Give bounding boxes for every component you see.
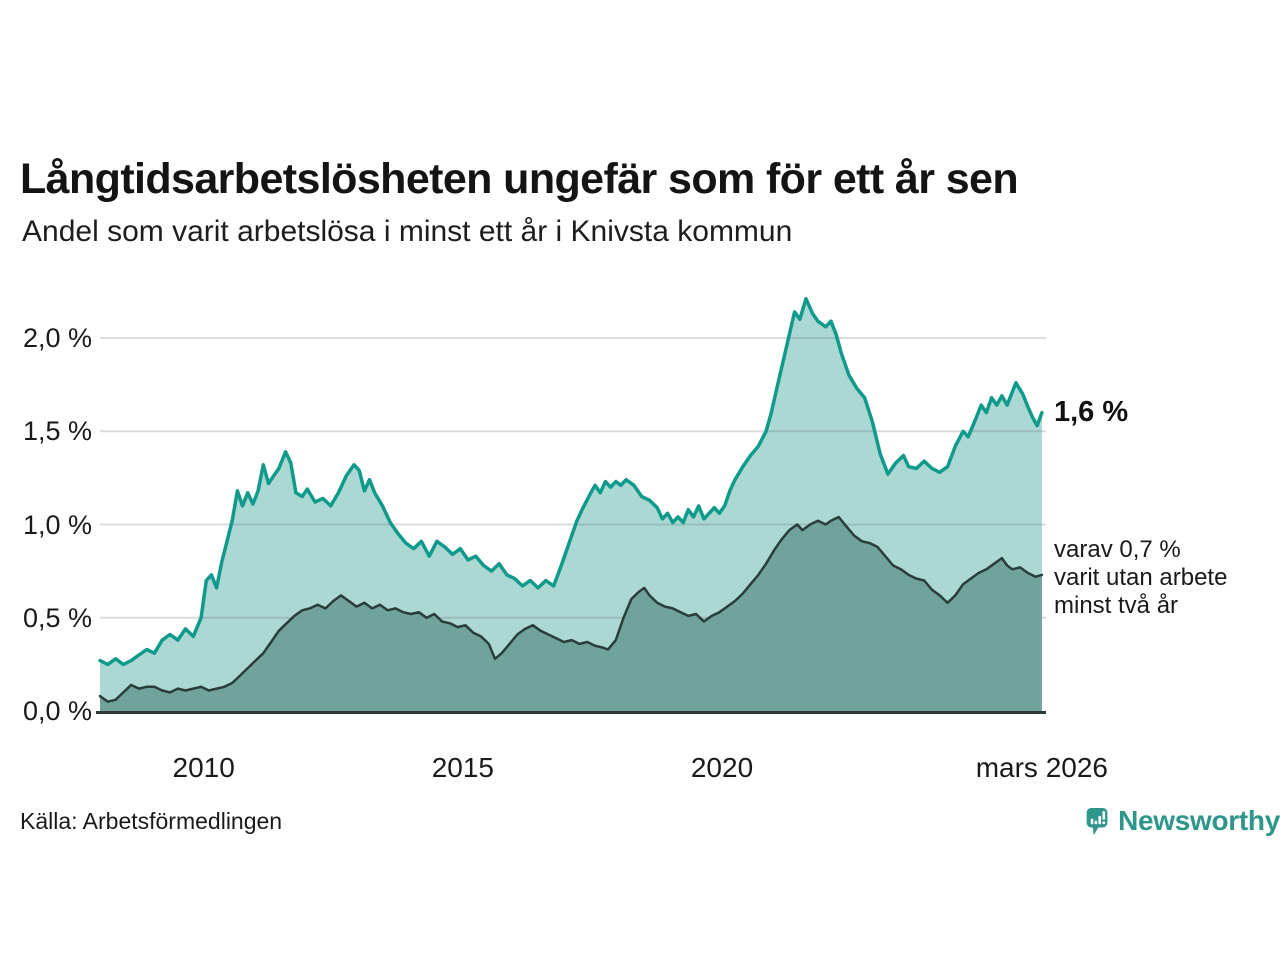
source-attribution: Källa: Arbetsförmedlingen [20,808,283,834]
chart-subtitle: Andel som varit arbetslösa i minst ett å… [22,215,793,248]
x-tick-label: mars 2026 [975,752,1108,783]
bar-chart-speech-bubble-icon [1086,808,1108,836]
secondary-annotation-line2: varit utan arbete [1054,564,1228,591]
y-tick-label: 0,0 % [22,696,92,726]
line-minst-ett-ar [98,297,1044,667]
secondary-annotation-line1: varav 0,7 % [1054,536,1181,563]
y-tick-label: 0,5 % [22,602,92,633]
line-minst-tva-ar [98,515,1044,703]
y-tick-label: 1,5 % [22,416,92,447]
newsworthy-logo: Newsworthy [1086,799,1280,847]
y-tick-label: 2,0 % [22,323,92,353]
page-title: Långtidsarbetslösheten ungefär som för e… [20,154,1019,203]
y-tick-label: 1,0 % [22,509,92,540]
area-minst-tva-ar [100,517,1042,711]
x-tick-label: 2010 [172,752,235,783]
secondary-annotation-line3: minst två år [1054,592,1179,619]
newsworthy-logo-text: Newsworthy [1118,805,1280,836]
x-tick-label: 2015 [431,752,494,783]
secondary-value-annotation: varav 0,7 % varit utan arbete minst två … [1054,536,1227,620]
x-tick-label: 2020 [690,752,754,783]
latest-value-annotation: 1,6 % [1054,396,1129,428]
